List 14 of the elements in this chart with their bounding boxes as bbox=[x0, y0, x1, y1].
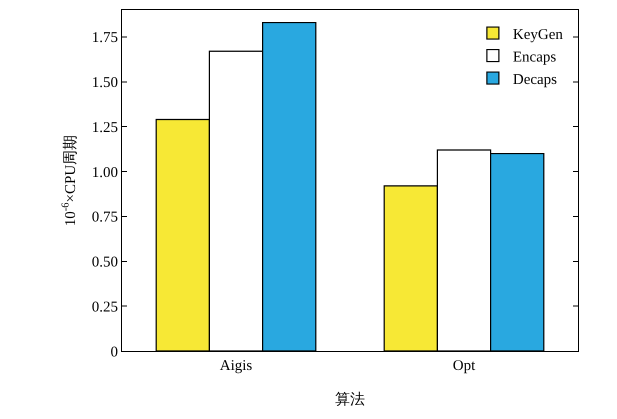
x-tick-label: Opt bbox=[452, 358, 476, 374]
y-tick-label: 1.75 bbox=[92, 30, 118, 46]
y-tick-label: 0.75 bbox=[92, 210, 118, 226]
y-tick-label: 0.25 bbox=[92, 299, 118, 316]
x-tick-label: Aigis bbox=[220, 358, 252, 374]
y-tick-label: 1.25 bbox=[92, 120, 118, 136]
legend-label: KeyGen bbox=[512, 26, 564, 43]
y-tick-label: 0.50 bbox=[92, 254, 118, 271]
y-tick-label: 1.00 bbox=[92, 164, 118, 181]
legend-label: Encaps bbox=[512, 49, 556, 66]
y-tick-label: 1.50 bbox=[92, 75, 118, 92]
x-axis-title: 算法 bbox=[335, 391, 365, 408]
legend-label: Decaps bbox=[512, 72, 558, 88]
y-tick-label: 0 bbox=[110, 344, 118, 360]
